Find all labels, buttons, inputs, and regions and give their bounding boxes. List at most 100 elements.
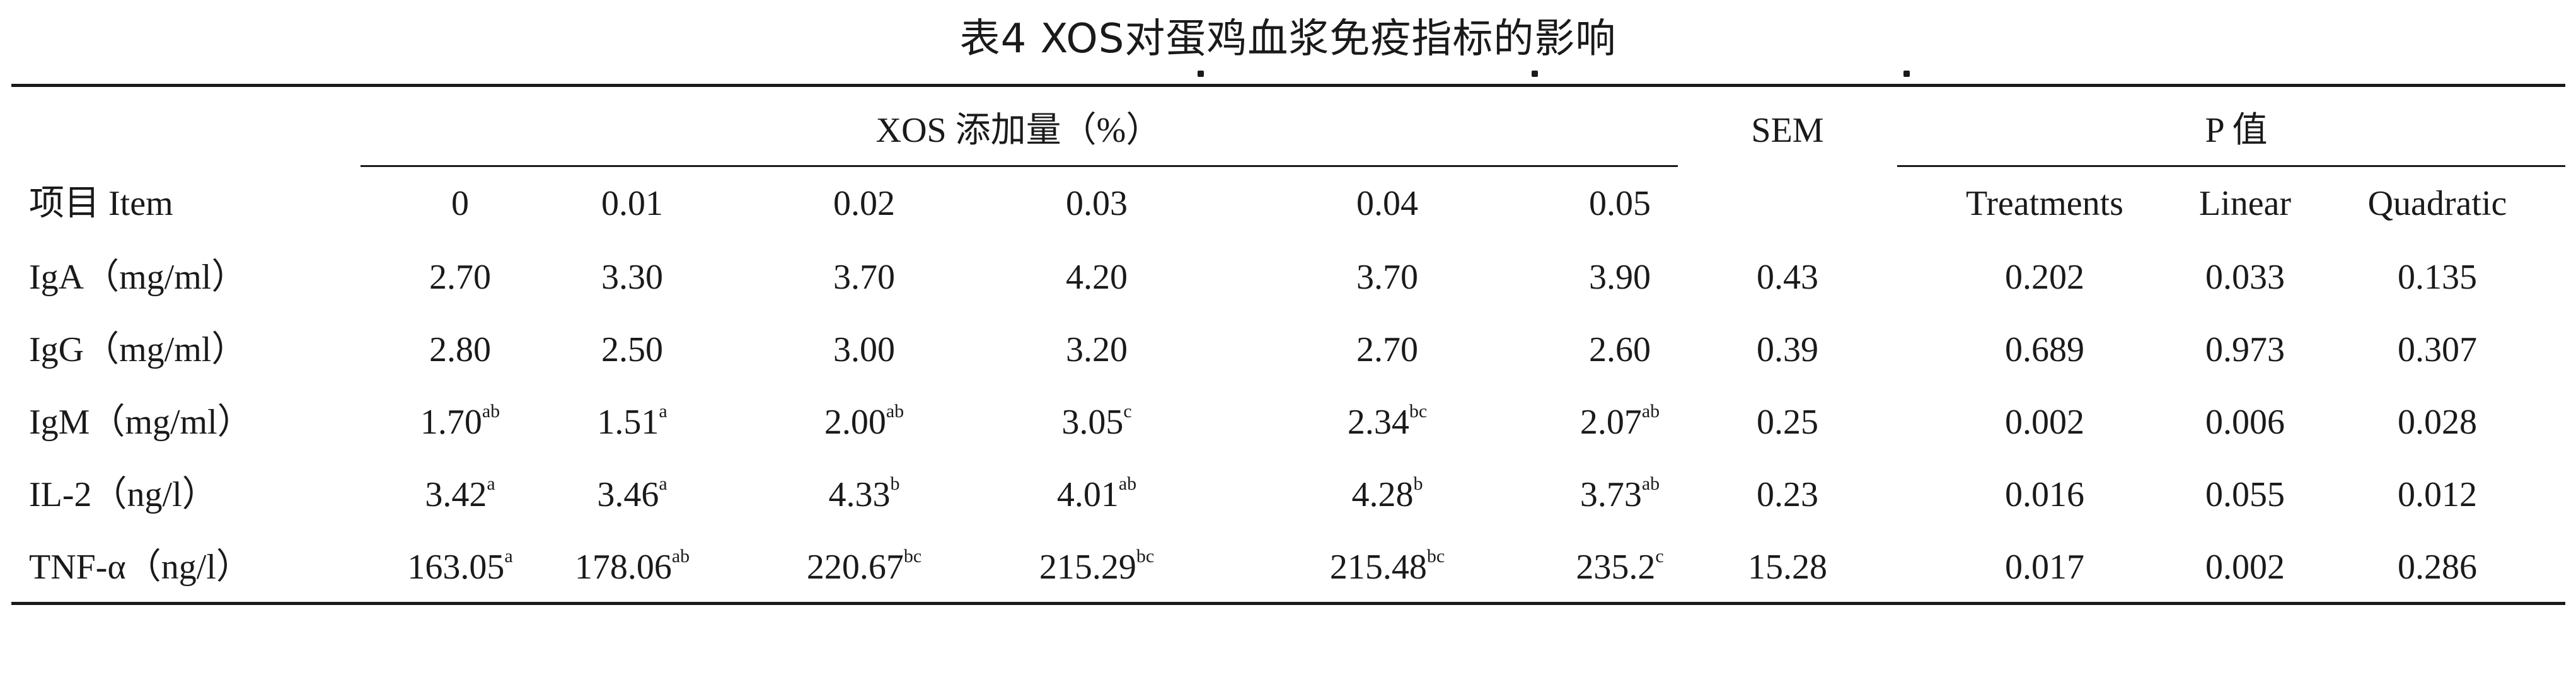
header-p-column-value: Treatments xyxy=(1966,184,2123,223)
p-linear-cell: 0.033 xyxy=(2205,255,2285,299)
table-cell: 3.30 xyxy=(601,255,663,299)
sem-cell-value: 0.43 xyxy=(1757,258,1818,297)
header-level-value: 0.03 xyxy=(1066,184,1128,223)
table-cell: 4.01ab xyxy=(1057,473,1136,517)
table-cell-significance-letter: b xyxy=(1413,473,1423,494)
table-cell: 3.70 xyxy=(833,255,895,299)
table-caption: 表4 XOS对蛋鸡血浆免疫指标的影响 xyxy=(959,16,1617,62)
p-treatments-cell-value: 0.016 xyxy=(2005,475,2084,514)
row-item-label-value: IgG（mg/ml） xyxy=(29,330,247,369)
header-level: 0.01 xyxy=(601,182,663,226)
table-cell: 3.05c xyxy=(1061,400,1131,444)
table-cell: 3.46a xyxy=(597,473,667,517)
p-quadratic-cell-value: 0.307 xyxy=(2398,330,2477,369)
table-cell: 3.90 xyxy=(1589,255,1651,299)
table-cell: 163.05a xyxy=(407,545,512,589)
table-cell-significance-letter: c xyxy=(1655,546,1664,567)
table-cell-value: 3.70 xyxy=(833,258,895,297)
header-item: 项目 Item xyxy=(29,184,173,223)
p-quadratic-cell-value: 0.135 xyxy=(2398,258,2477,297)
p-quadratic-cell: 0.286 xyxy=(2398,545,2477,589)
table-cell-value: 2.34 xyxy=(1347,403,1409,442)
sem-cell-value: 0.23 xyxy=(1757,475,1818,514)
table-cell: 3.00 xyxy=(833,328,895,372)
sem-cell: 0.43 xyxy=(1757,255,1818,299)
sem-cell: 0.25 xyxy=(1757,400,1818,444)
p-linear-cell: 0.055 xyxy=(2205,473,2285,517)
table-cell-value: 2.80 xyxy=(429,330,491,369)
table-cell-value: 2.60 xyxy=(1589,330,1651,369)
p-treatments-cell: 0.016 xyxy=(2005,473,2084,517)
table-cell: 2.70 xyxy=(429,255,491,299)
row-item-label-value: TNF-α（ng/l） xyxy=(29,548,251,587)
row-item-label: IL-2（ng/l） xyxy=(29,473,217,517)
table-cell-significance-letter: a xyxy=(504,546,513,567)
table-cell-significance-letter: bc xyxy=(1136,546,1155,567)
p-treatments-cell-value: 0.017 xyxy=(2005,548,2084,587)
table-cell: 178.06ab xyxy=(575,545,690,589)
header-level-value: 0.04 xyxy=(1356,184,1418,223)
table-bottom-rule xyxy=(11,602,2565,605)
scan-artifact-marks xyxy=(1198,71,1954,83)
table-cell: 215.29bc xyxy=(1039,545,1154,589)
table-cell: 2.70 xyxy=(1356,328,1418,372)
p-linear-cell: 0.973 xyxy=(2205,328,2285,372)
table-cell-value: 2.50 xyxy=(601,330,663,369)
p-treatments-cell-value: 0.689 xyxy=(2005,330,2084,369)
table-cell-significance-letter: a xyxy=(659,401,667,422)
table-cell-value: 4.01 xyxy=(1056,475,1119,514)
header-level-value: 0.01 xyxy=(601,184,663,223)
p-quadratic-cell-value: 0.286 xyxy=(2398,548,2477,587)
row-item-label: IgA（mg/ml） xyxy=(29,255,246,299)
p-treatments-cell-value: 0.002 xyxy=(2005,403,2084,442)
table-cell: 1.51a xyxy=(597,400,667,444)
p-treatments-cell-value: 0.202 xyxy=(2005,258,2084,297)
p-treatments-cell: 0.002 xyxy=(2005,400,2084,444)
table-top-rule xyxy=(11,84,2565,87)
row-item-label-value: IgM（mg/ml） xyxy=(29,403,253,442)
table-cell-significance-letter: a xyxy=(659,473,667,494)
table-cell-significance-letter: ab xyxy=(1118,473,1137,494)
header-level-value: 0.05 xyxy=(1589,184,1651,223)
table-cell: 220.67bc xyxy=(807,545,921,589)
p-quadratic-cell: 0.135 xyxy=(2398,255,2477,299)
table-cell-value: 4.28 xyxy=(1351,475,1414,514)
table-cell: 235.2c xyxy=(1576,545,1663,589)
table-cell-value: 215.48 xyxy=(1329,548,1427,587)
xos-group-rule xyxy=(361,165,1678,167)
table-cell-value: 2.70 xyxy=(1356,330,1418,369)
table-cell-value: 3.20 xyxy=(1066,330,1128,369)
p-quadratic-cell: 0.307 xyxy=(2398,328,2477,372)
header-p-column: Treatments xyxy=(1966,182,2123,226)
table-cell-value: 3.90 xyxy=(1589,258,1651,297)
header-level-value: 0 xyxy=(451,184,469,223)
sem-cell-value: 0.39 xyxy=(1757,330,1818,369)
table-cell-significance-letter: bc xyxy=(903,546,922,567)
p-treatments-cell: 0.202 xyxy=(2005,255,2084,299)
table-cell: 2.00ab xyxy=(824,400,904,444)
row-item-label: IgG（mg/ml） xyxy=(29,328,246,372)
p-linear-cell-value: 0.055 xyxy=(2205,475,2285,514)
table-cell-value: 1.51 xyxy=(597,403,659,442)
table-cell-value: 3.42 xyxy=(425,475,487,514)
table-cell-significance-letter: ab xyxy=(671,546,690,567)
p-treatments-cell: 0.689 xyxy=(2005,328,2084,372)
table-cell-value: 215.29 xyxy=(1039,548,1136,587)
p-linear-cell-value: 0.973 xyxy=(2205,330,2285,369)
table-cell-value: 235.2 xyxy=(1576,548,1656,587)
table-cell: 4.20 xyxy=(1066,255,1128,299)
row-item-label: IgM（mg/ml） xyxy=(29,400,253,444)
header-level-value: 0.02 xyxy=(833,184,895,223)
row-item-label-value: IgA（mg/ml） xyxy=(29,258,247,297)
table-cell: 215.48bc xyxy=(1330,545,1445,589)
header-level: 0 xyxy=(451,182,469,226)
header-level: 0.03 xyxy=(1066,182,1128,226)
p-linear-cell-value: 0.033 xyxy=(2205,258,2285,297)
table-cell: 4.33b xyxy=(829,473,900,517)
table-cell: 2.07ab xyxy=(1580,400,1660,444)
header-xos-group: XOS 添加量（%） xyxy=(875,111,1162,150)
table-cell-value: 3.00 xyxy=(833,330,895,369)
p-quadratic-cell-value: 0.012 xyxy=(2398,475,2477,514)
table-cell-significance-letter: ab xyxy=(1641,473,1660,494)
sem-cell: 0.39 xyxy=(1757,328,1818,372)
